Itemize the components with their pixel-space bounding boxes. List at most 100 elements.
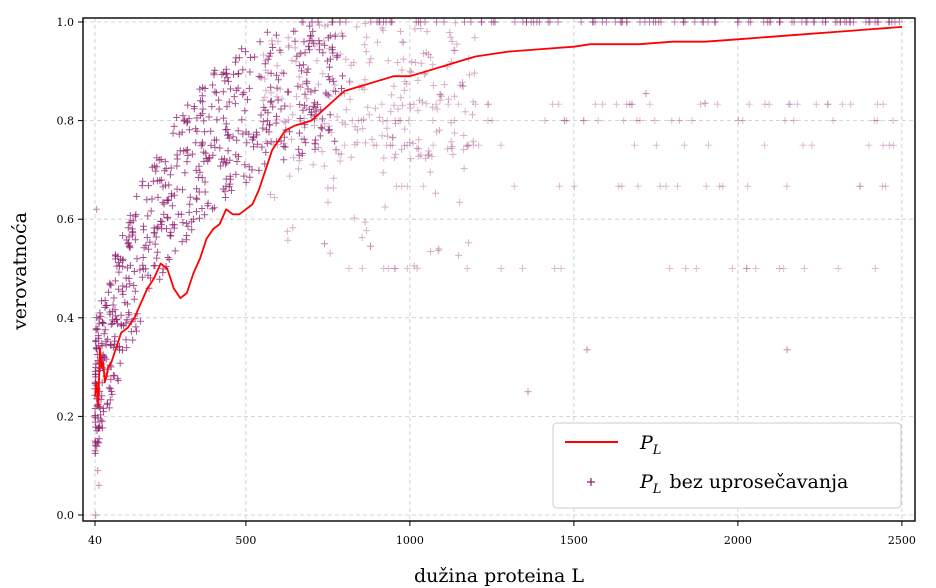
scatter-point [365,59,373,67]
scatter-point [448,38,456,45]
scatter-point [324,73,332,81]
scatter-point [207,141,215,149]
scatter-point [240,172,248,180]
scatter-point [555,182,563,190]
scatter-point [308,18,316,26]
scatter-point [291,44,299,52]
scatter-point [303,95,311,103]
scatter-point [126,280,134,288]
scatter-point [408,68,416,76]
scatter-point [484,117,492,125]
scatter-point [634,182,642,190]
scatter-point [734,18,741,26]
scatter-point [309,161,317,169]
scatter-point [199,105,207,113]
scatter-point [361,76,369,84]
scatter-point [124,224,132,232]
scatter-point [425,150,433,158]
scatter-point [329,74,336,82]
scatter-point [375,18,383,26]
scatter-point [342,55,350,63]
scatter-point [340,141,348,149]
scatter-point [315,46,323,54]
scatter-point [399,55,407,63]
scatter-point [712,18,720,26]
scatter-point [444,100,452,108]
scatter-point [429,117,437,125]
scatter-point [303,77,311,85]
scatter-point [115,285,122,293]
scatter-point [327,128,335,136]
scatter-point [436,91,444,99]
scatter-point [147,207,155,215]
scatter-point [92,325,100,333]
scatter-point [403,265,411,272]
scatter-point [317,123,325,131]
scatter-point [623,18,631,26]
scatter-point [185,208,193,216]
scatter-point [335,150,343,158]
scatter-point [131,212,139,220]
scatter-point [273,115,281,123]
scatter-point [291,27,299,35]
scatter-point [785,100,793,108]
scatter-point [284,116,292,124]
scatter-point [633,117,641,125]
scatter-point [368,135,376,143]
scatter-point [323,57,331,65]
scatter-point [406,100,414,108]
scatter-point [420,50,428,57]
scatter-point [250,134,257,142]
scatter-point [688,117,696,125]
scatter-point [401,142,408,149]
scatter-point [131,287,139,295]
scatter-point [197,142,205,150]
scatter-point [460,146,468,154]
scatter-point [192,139,200,147]
scatter-point [276,46,284,54]
scatter-point [392,120,399,127]
legend-label-line: PL [639,432,661,458]
scatter-point [364,103,372,111]
scatter-point [358,265,366,272]
scatter-point [390,101,398,109]
scatter-point [691,18,699,26]
scatter-point [411,59,419,66]
scatter-point [401,125,409,133]
x-tick-label: 1000 [396,534,424,547]
scatter-point [315,37,323,45]
scatter-point [345,265,353,272]
scatter-point [417,25,425,32]
scatter-point [273,93,281,101]
scatter-point [322,89,330,97]
scatter-point [429,103,437,111]
scatter-point [308,108,315,116]
scatter-point [193,208,200,216]
scatter-point [662,182,670,190]
scatter-point [471,34,479,42]
scatter-point [166,171,174,179]
scatter-point [296,101,304,109]
scatter-point [290,27,298,35]
scatter-point [299,106,307,114]
scatter-point [324,198,332,206]
scatter-point [436,96,444,104]
scatter-point [434,246,442,254]
scatter-point [318,148,326,156]
scatter-point [257,111,265,119]
scatter-point [267,138,275,146]
scatter-point [199,140,207,148]
series-line-pl [94,26,902,408]
scatter-point [475,141,483,149]
scatter-point [239,130,247,138]
scatter-point [599,100,607,108]
scatter-point [295,145,303,153]
scatter-point [170,224,178,232]
scatter-point [130,295,138,303]
scatter-point [131,236,139,244]
scatter-point [295,51,303,59]
scatter-point [583,346,591,354]
scatter-point [321,120,329,128]
scatter-point [288,57,296,65]
scatter-point [701,99,709,107]
